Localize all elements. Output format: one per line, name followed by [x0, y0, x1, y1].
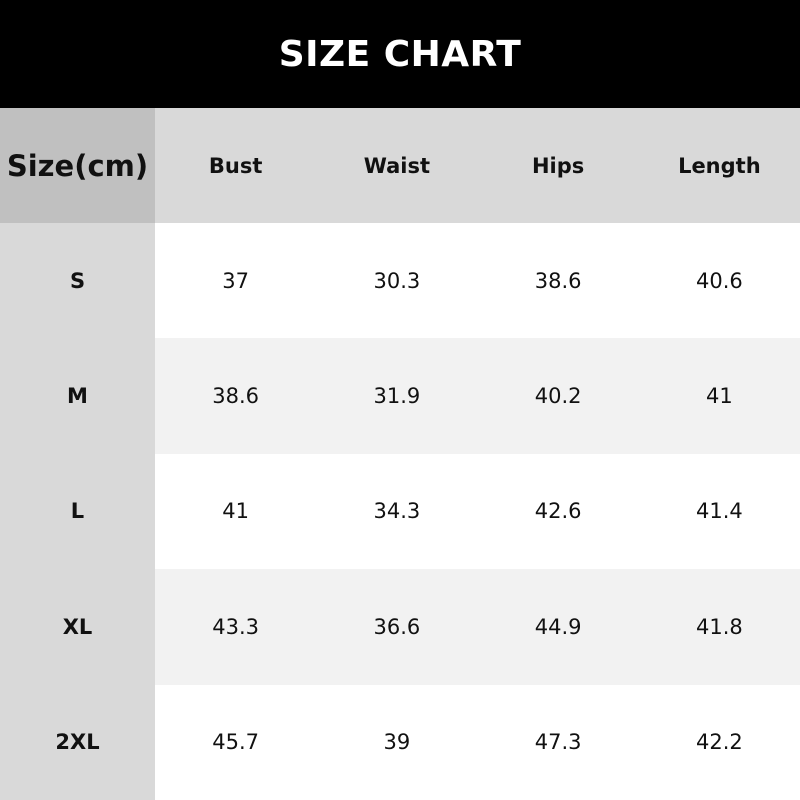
cell-waist: 36.6 — [316, 569, 478, 685]
cell-hips: 47.3 — [534, 730, 582, 755]
header-row: Size(cm) Bust Waist Hips Length — [0, 108, 800, 223]
table-row: XL 43.3 36.6 44.9 41.8 — [0, 569, 800, 685]
cell-size: S — [0, 223, 155, 339]
cell-waist: 30.3 — [373, 268, 421, 293]
table-row: M 38.6 31.9 40.2 41 — [0, 338, 800, 454]
page-title: SIZE CHART — [0, 0, 800, 108]
cell-hips: 40.2 — [477, 338, 639, 454]
cell-bust: 45.7 — [212, 730, 259, 755]
cell-size: XL — [0, 569, 155, 685]
cell-waist: 39 — [383, 730, 411, 755]
table-row: L 41 34.3 42.6 41.4 — [0, 453, 800, 570]
cell-size: L — [0, 453, 155, 570]
cell-length: 42.2 — [695, 730, 743, 755]
cell-size: M — [0, 338, 155, 454]
cell-bust: 43.3 — [155, 569, 317, 685]
size-chart-table: Size(cm) Bust Waist Hips Length S 37 30.3 3… — [0, 108, 800, 800]
cell-bust: 41 — [222, 499, 249, 524]
column-header-bust: Bust — [155, 108, 317, 223]
column-header-length: Length — [638, 108, 800, 223]
cell-length: 40.6 — [695, 268, 743, 293]
cell-waist: 34.3 — [373, 499, 421, 524]
cell-length: 41.8 — [638, 569, 800, 685]
column-header-size: Size(cm) — [0, 108, 155, 223]
cell-hips: 42.6 — [534, 499, 582, 524]
cell-hips: 44.9 — [477, 569, 639, 685]
cell-bust: 37 — [222, 268, 249, 293]
column-header-waist: Waist — [316, 108, 478, 223]
table-row: S 37 30.3 38.6 40.6 — [0, 223, 800, 339]
column-header-hips: Hips — [477, 108, 639, 223]
cell-waist: 31.9 — [316, 338, 478, 454]
cell-size: 2XL — [0, 684, 155, 800]
table-row: 2XL 45.7 39 47.3 42.2 — [0, 684, 800, 800]
cell-length: 41 — [638, 338, 800, 454]
cell-hips: 38.6 — [534, 268, 582, 293]
cell-bust: 38.6 — [155, 338, 317, 454]
cell-length: 41.4 — [695, 499, 743, 524]
